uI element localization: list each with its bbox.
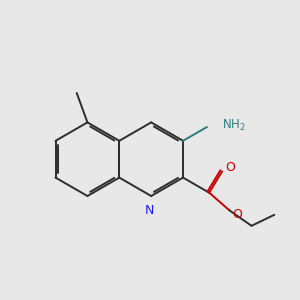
Text: O: O: [232, 208, 242, 221]
Text: N: N: [145, 204, 154, 217]
Text: NH$_2$: NH$_2$: [222, 118, 246, 133]
Text: O: O: [225, 161, 235, 174]
